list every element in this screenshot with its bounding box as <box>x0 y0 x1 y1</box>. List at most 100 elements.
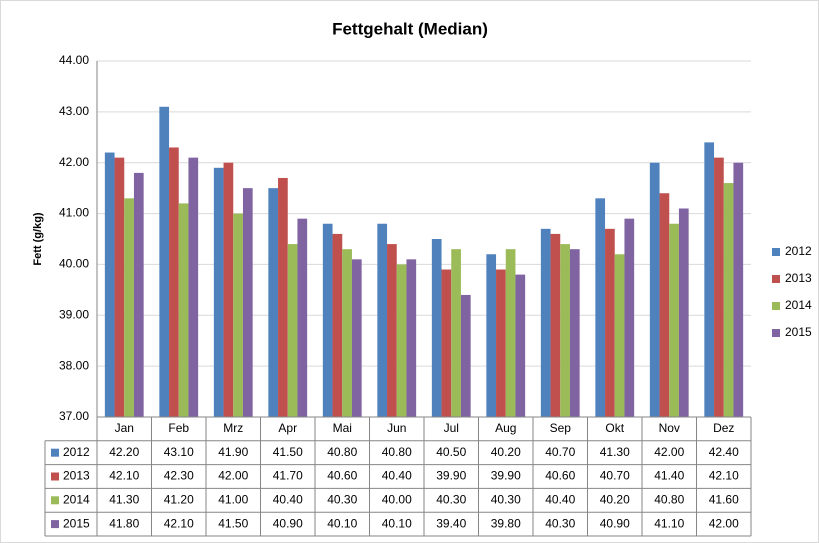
bar <box>268 188 279 417</box>
x-tick-label: Jul <box>444 421 459 435</box>
bar <box>104 152 115 418</box>
legend-label: 2015 <box>785 325 812 339</box>
table-cell: 41.50 <box>273 445 303 459</box>
table-cell: 40.70 <box>545 445 575 459</box>
bar <box>515 274 526 417</box>
bar <box>441 269 452 417</box>
bar <box>496 269 506 417</box>
y-tick-label: 38.00 <box>59 358 89 372</box>
table-cell: 41.40 <box>654 469 684 483</box>
bar <box>297 218 308 417</box>
bar <box>406 259 417 417</box>
bar <box>124 198 134 417</box>
table-cell: 40.10 <box>327 516 357 530</box>
table-series-name: 2014 <box>63 492 90 506</box>
table-cell: 41.30 <box>109 492 139 506</box>
y-tick-label: 41.00 <box>59 206 89 220</box>
y-tick-label: 37.00 <box>59 409 89 423</box>
table-cell: 40.70 <box>600 469 630 483</box>
y-tick-label: 43.00 <box>59 104 89 118</box>
bar <box>332 233 343 417</box>
table-cell: 40.40 <box>273 492 303 506</box>
table-cell: 40.30 <box>327 492 357 506</box>
bar <box>550 233 561 417</box>
table-cell: 40.20 <box>491 445 521 459</box>
table-cell: 42.00 <box>709 516 739 530</box>
bar <box>233 213 243 417</box>
bar <box>342 249 352 417</box>
table-legend-key <box>51 472 59 481</box>
table-cell: 40.20 <box>600 492 630 506</box>
bar <box>351 259 362 417</box>
table-cell: 39.40 <box>436 516 466 530</box>
legend-label: 2013 <box>785 271 812 285</box>
table-cell: 40.60 <box>327 469 357 483</box>
bar <box>669 223 679 417</box>
bar <box>223 162 234 417</box>
table-cell: 42.00 <box>654 445 684 459</box>
bar <box>169 147 179 417</box>
table-cell: 42.10 <box>109 469 139 483</box>
legend-label: 2014 <box>785 298 812 312</box>
table-cell: 41.70 <box>273 469 303 483</box>
bar <box>605 228 615 417</box>
x-tick-label: Jan <box>115 421 134 435</box>
bar <box>133 172 144 417</box>
table-series-name: 2015 <box>63 516 90 530</box>
bar <box>431 239 442 417</box>
bar <box>322 223 333 417</box>
y-tick-label: 40.00 <box>59 257 89 271</box>
table-cell: 39.90 <box>436 469 466 483</box>
bar <box>595 198 606 417</box>
bar <box>505 249 516 417</box>
y-tick-label: 39.00 <box>59 307 89 321</box>
table-cell: 40.30 <box>545 516 575 530</box>
bar <box>159 106 170 418</box>
table-cell: 42.10 <box>709 469 739 483</box>
x-tick-label: Nov <box>659 421 680 435</box>
bar <box>659 193 670 417</box>
table-cell: 40.00 <box>382 492 412 506</box>
y-tick-label: 42.00 <box>59 155 89 169</box>
table-cell: 39.90 <box>491 469 521 483</box>
table-cell: 40.80 <box>654 492 684 506</box>
x-tick-label: Feb <box>168 421 189 435</box>
table-cell: 42.00 <box>218 469 248 483</box>
table-series-name: 2013 <box>63 469 90 483</box>
table-cell: 42.10 <box>164 516 194 530</box>
bar <box>213 167 224 417</box>
table-legend-key <box>51 448 59 457</box>
table-cell: 40.90 <box>273 516 303 530</box>
x-tick-label: Okt <box>605 421 624 435</box>
bar <box>614 254 625 417</box>
table-cell: 41.30 <box>600 445 630 459</box>
bar <box>704 142 715 417</box>
x-tick-label: Mrz <box>223 421 243 435</box>
table-cell: 40.90 <box>600 516 630 530</box>
table-cell: 40.10 <box>382 516 412 530</box>
table-cell: 40.40 <box>545 492 575 506</box>
bar <box>540 228 551 417</box>
x-tick-label: Sep <box>550 421 572 435</box>
table-cell: 40.30 <box>436 492 466 506</box>
table-cell: 40.50 <box>436 445 466 459</box>
legend-key <box>772 329 780 337</box>
bar <box>733 162 744 417</box>
table-cell: 42.30 <box>164 469 194 483</box>
table-cell: 40.40 <box>382 469 412 483</box>
bar <box>624 218 635 417</box>
y-tick-label: 44.00 <box>59 53 89 67</box>
chart-title: Fettgehalt (Median) <box>332 19 488 38</box>
table-cell: 40.80 <box>382 445 412 459</box>
x-tick-label: Mai <box>333 421 352 435</box>
table-cell: 41.10 <box>654 516 684 530</box>
legend-key <box>772 275 780 283</box>
legend-label: 2012 <box>785 244 812 258</box>
table-cell: 41.90 <box>218 445 248 459</box>
table-cell: 40.80 <box>327 445 357 459</box>
bar <box>451 249 461 417</box>
table-cell: 40.30 <box>491 492 521 506</box>
bar <box>242 188 253 417</box>
x-tick-label: Aug <box>495 421 516 435</box>
